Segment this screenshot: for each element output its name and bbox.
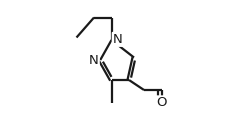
Text: N: N: [89, 54, 99, 67]
Text: O: O: [156, 96, 167, 109]
Text: N: N: [113, 33, 123, 46]
